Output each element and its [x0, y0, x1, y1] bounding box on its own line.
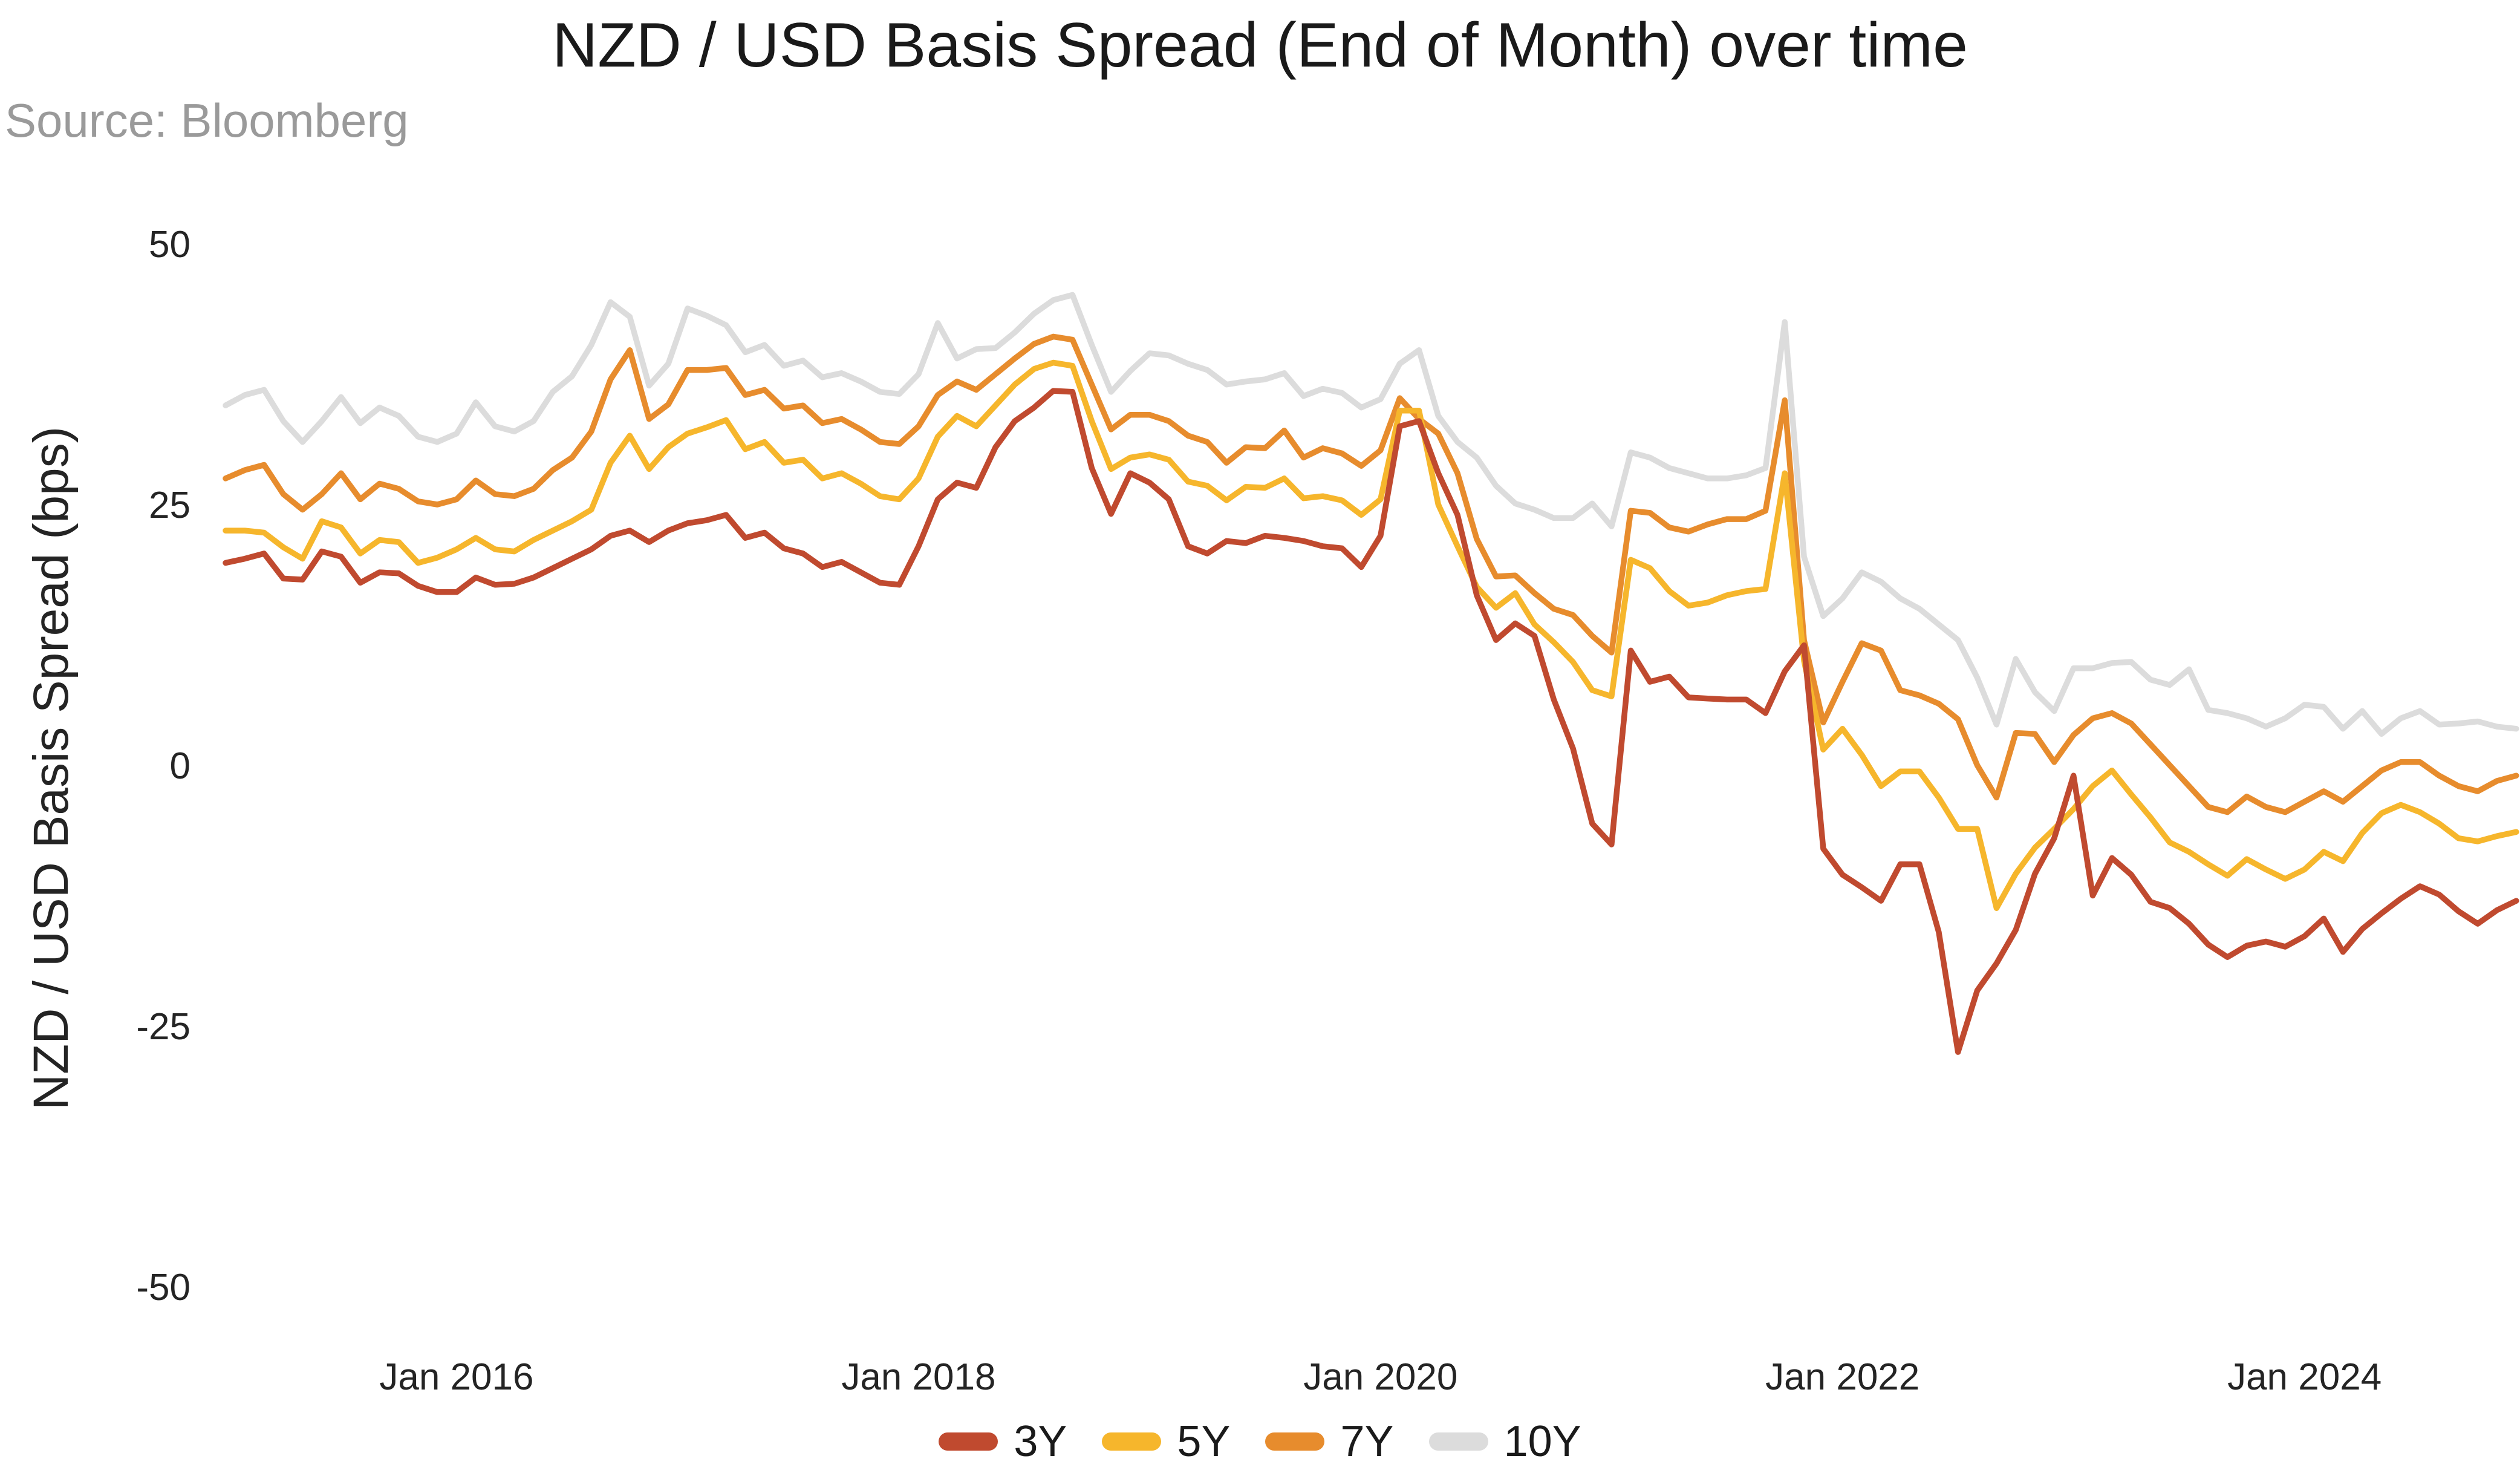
legend-item-10y[interactable]: 10Y: [1428, 1417, 1581, 1466]
chart-source-note: Source: Bloomberg: [5, 94, 409, 147]
x-axis-tick: Jan 2022: [1765, 1356, 1919, 1398]
series-line-10y: [223, 292, 2519, 737]
legend-label: 7Y: [1340, 1417, 1394, 1466]
legend-item-3y[interactable]: 3Y: [939, 1417, 1067, 1466]
legend-swatch-7y: [1265, 1432, 1325, 1451]
legend-swatch-5y: [1102, 1432, 1162, 1451]
series-line-5y: [223, 359, 2519, 911]
x-axis-tick: Jan 2020: [1303, 1356, 1457, 1398]
series-line-3y: [223, 388, 2519, 1055]
legend-item-5y[interactable]: 5Y: [1102, 1417, 1230, 1466]
legend: 3Y 5Y 7Y 10Y: [0, 1417, 2520, 1466]
x-axis-tick: Jan 2018: [841, 1356, 995, 1398]
legend-item-7y[interactable]: 7Y: [1265, 1417, 1394, 1466]
legend-swatch-3y: [939, 1432, 998, 1451]
series-line-7y: [223, 333, 2519, 815]
y-axis-tick: 0: [170, 745, 190, 787]
x-axis-tick: Jan 2016: [379, 1356, 533, 1398]
chart-title: NZD / USD Basis Spread (End of Month) ov…: [552, 10, 1968, 80]
y-axis-tick: -25: [136, 1006, 190, 1048]
y-axis-tick: 50: [149, 224, 190, 266]
legend-label: 3Y: [1014, 1417, 1067, 1466]
y-axis-tick: 25: [149, 485, 190, 526]
x-axis-tick: Jan 2024: [2227, 1356, 2382, 1398]
y-axis-tick: -50: [136, 1267, 190, 1308]
legend-swatch-10y: [1428, 1432, 1488, 1451]
legend-label: 10Y: [1503, 1417, 1581, 1466]
legend-label: 5Y: [1177, 1417, 1231, 1466]
